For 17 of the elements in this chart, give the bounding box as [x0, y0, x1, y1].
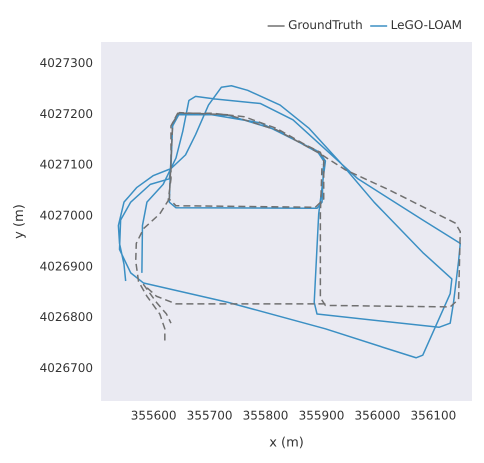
x-tick-label: 356100: [410, 408, 456, 422]
y-tick-label: 4026800: [40, 310, 94, 324]
x-tick-label: 355700: [186, 408, 232, 422]
y-tick-label: 4026700: [40, 361, 94, 376]
y-tick-label: 4027200: [40, 106, 94, 121]
x-tick-label: 355900: [298, 408, 344, 422]
x-tick-label: 356000: [354, 408, 400, 422]
y-tick-label: 4027100: [40, 158, 94, 172]
x-tick-label: 355800: [242, 408, 288, 422]
y-axis-title: y (m): [12, 204, 28, 239]
x-tick-label: 355600: [130, 408, 177, 422]
y-tick-label: 4026900: [40, 259, 94, 274]
y-tick-label: 4027300: [40, 56, 94, 70]
y-tick-label: 4027000: [40, 208, 94, 223]
legend-label: LeGO-LOAM: [390, 18, 462, 32]
legend-label: GroundTruth: [288, 18, 363, 32]
x-axis-title: x (m): [269, 436, 304, 451]
